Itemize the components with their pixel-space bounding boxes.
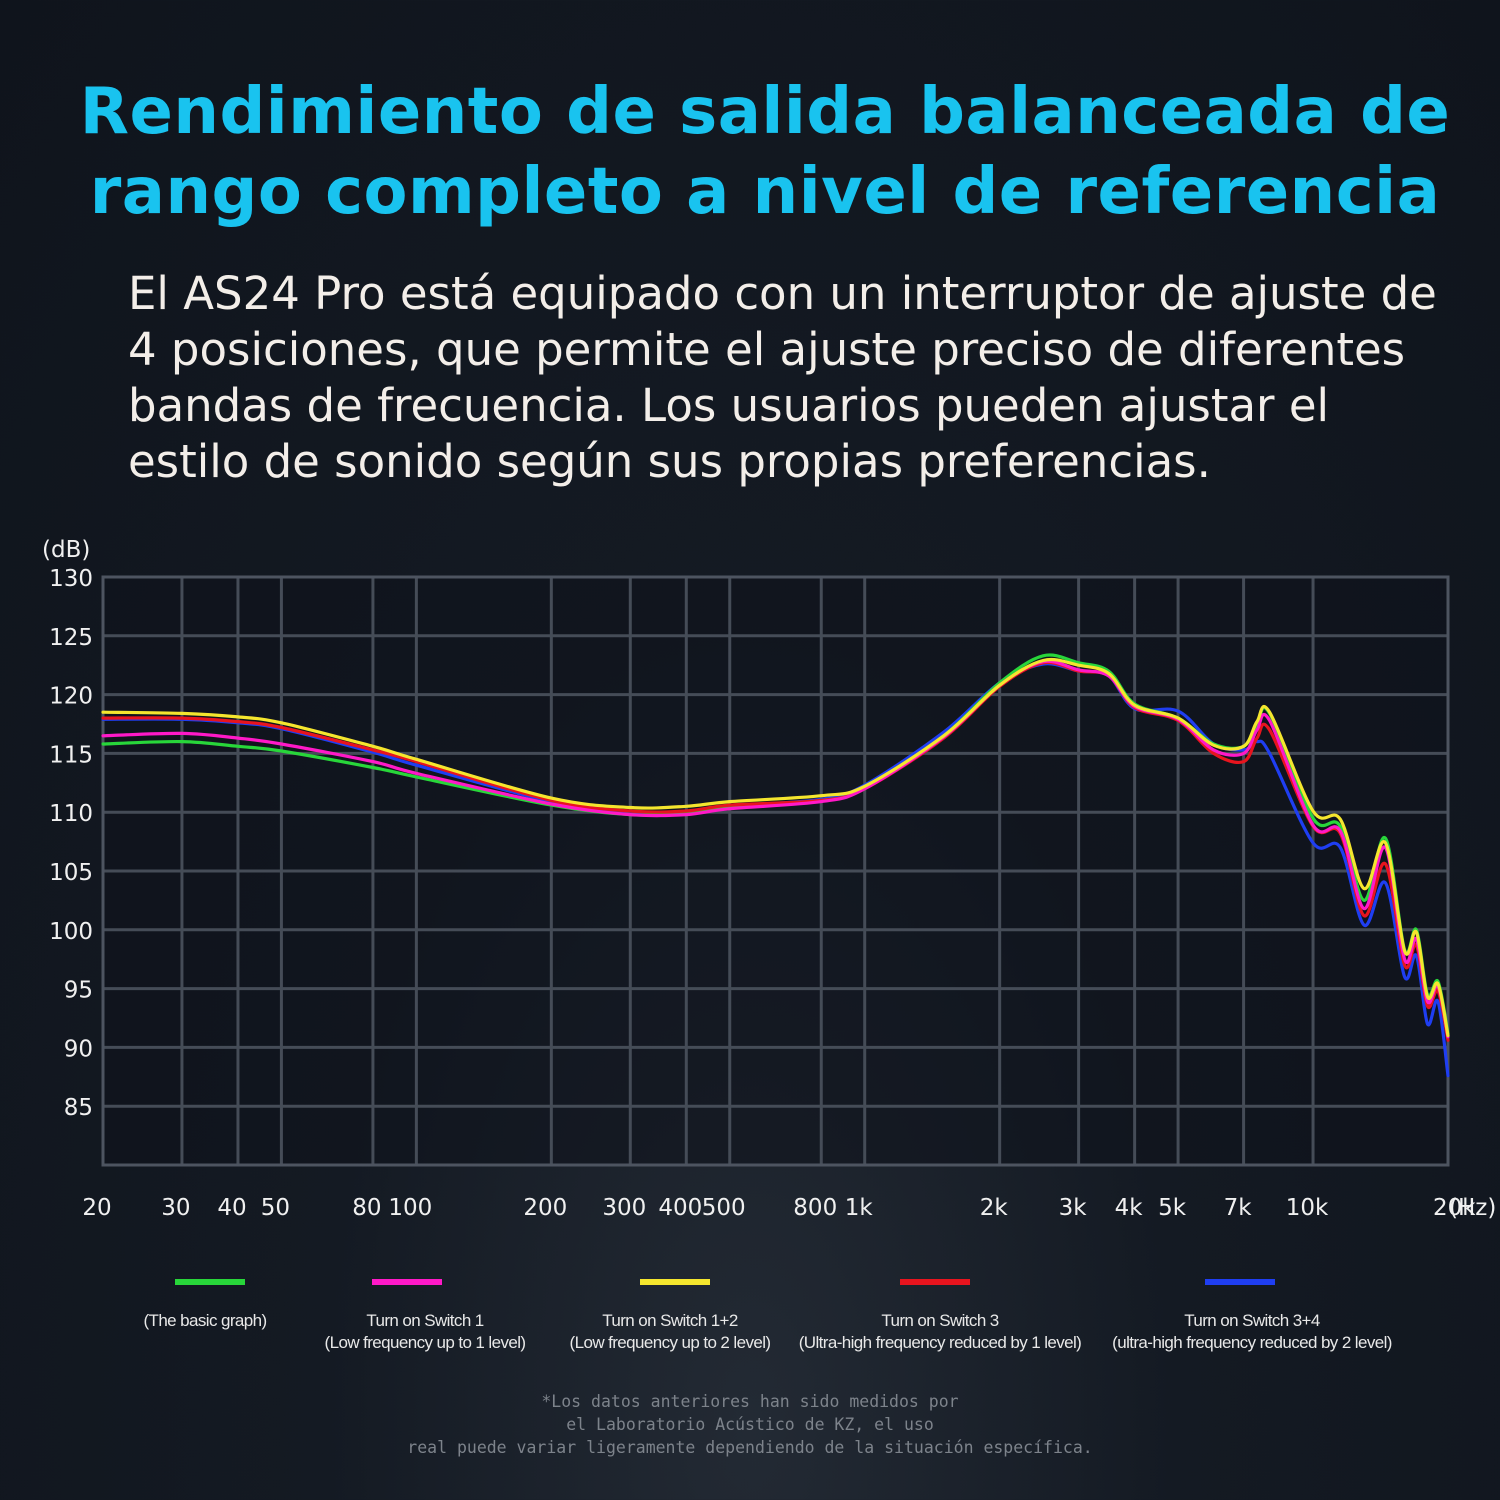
legend-swatch-magenta bbox=[372, 1279, 442, 1285]
description-line-3: bandas de frecuencia. Los usuarios puede… bbox=[128, 379, 1330, 432]
x-tick-label: 5k bbox=[1158, 1195, 1187, 1221]
x-tick-label: 30 bbox=[161, 1195, 190, 1221]
y-tick-label: 85 bbox=[64, 1095, 93, 1121]
description-line-1: El AS24 Pro está equipado con un interru… bbox=[128, 267, 1437, 320]
series-line-switch-1-2 bbox=[101, 657, 1450, 1038]
x-tick-label: 300 bbox=[602, 1195, 646, 1221]
legend-swatch-red bbox=[900, 1279, 970, 1285]
chart-legend: (The basic graph) Turn on Switch 1 (Low … bbox=[0, 1270, 1500, 1370]
y-tick-label: 100 bbox=[49, 919, 93, 945]
x-tick-label: 200 bbox=[523, 1195, 567, 1221]
y-tick-label: 125 bbox=[49, 625, 93, 651]
description-line-4: estilo de sonido según sus propias prefe… bbox=[128, 435, 1211, 488]
x-tick-label: 20 bbox=[82, 1195, 111, 1221]
x-tick-label: 400 bbox=[658, 1195, 702, 1221]
legend-swatch-yellow bbox=[640, 1279, 710, 1285]
series-line-switch-1 bbox=[101, 659, 1450, 1039]
x-tick-label: 20k bbox=[1433, 1195, 1476, 1221]
y-tick-label: 120 bbox=[49, 684, 93, 710]
x-tick-label: 100 bbox=[388, 1195, 432, 1221]
x-tick-label: 800 bbox=[793, 1195, 837, 1221]
y-tick-label: 130 bbox=[49, 566, 93, 592]
title-line-1: Rendimiento de salida balanceada de bbox=[79, 75, 1451, 149]
description-line-2: 4 posiciones, que permite el ajuste prec… bbox=[128, 323, 1406, 376]
y-tick-label: 115 bbox=[49, 742, 93, 768]
legend-label: Turn on Switch 1 bbox=[366, 1311, 484, 1330]
legend-label: Turn on Switch 3 bbox=[881, 1311, 999, 1330]
x-tick-label: 3k bbox=[1059, 1195, 1088, 1221]
title-line-2: rango completo a nivel de referencia bbox=[89, 155, 1441, 229]
legend-label: Turn on Switch 1+2 bbox=[602, 1311, 738, 1330]
x-tick-label: 4k bbox=[1115, 1195, 1144, 1221]
x-tick-label: 1k bbox=[845, 1195, 874, 1221]
legend-sublabel: (Ultra-high frequency reduced by 1 level… bbox=[798, 1333, 1082, 1352]
frequency-response-chart: 130 125 120 115 110 105 100 95 90 85 (dB) 20 30 40 50 8… bbox=[42, 537, 1496, 1221]
footnote-line-1: *Los datos anteriores han sido medidos p… bbox=[541, 1392, 959, 1411]
x-tick-label: 50 bbox=[261, 1195, 290, 1221]
legend-sublabel: (Low frequency up to 2 level) bbox=[569, 1333, 771, 1352]
y-axis-label: (dB) bbox=[42, 537, 90, 563]
y-tick-label: 105 bbox=[49, 860, 93, 886]
y-tick-label: 90 bbox=[64, 1036, 93, 1062]
footnote-line-2: el Laboratorio Acústico de KZ, el uso bbox=[566, 1415, 934, 1434]
x-tick-label: 80 bbox=[352, 1195, 381, 1221]
legend-label: (The basic graph) bbox=[143, 1311, 267, 1330]
legend-sublabel: (ultra-high frequency reduced by 2 level… bbox=[1112, 1333, 1392, 1352]
y-tick-label: 110 bbox=[49, 801, 93, 827]
legend-label: Turn on Switch 3+4 bbox=[1184, 1311, 1320, 1330]
footnote: *Los datos anteriores han sido medidos p… bbox=[300, 1390, 1200, 1459]
legend-sublabel: (Low frequency up to 1 level) bbox=[324, 1333, 526, 1352]
x-tick-label: 500 bbox=[702, 1195, 746, 1221]
x-axis-unit: (Hz) bbox=[1449, 1195, 1496, 1221]
description: El AS24 Pro está equipado con un interru… bbox=[128, 266, 1500, 490]
y-tick-label: 95 bbox=[64, 978, 93, 1004]
footnote-line-3: real puede variar ligeramente dependiend… bbox=[407, 1438, 1093, 1457]
page-title: Rendimiento de salida balanceada de rang… bbox=[0, 72, 1500, 232]
x-tick-label: 10k bbox=[1286, 1195, 1329, 1221]
x-tick-label: 40 bbox=[217, 1195, 246, 1221]
x-tick-label: 2k bbox=[980, 1195, 1009, 1221]
legend-swatch-blue bbox=[1205, 1279, 1275, 1285]
x-tick-label: 7k bbox=[1224, 1195, 1253, 1221]
series-line-basic bbox=[101, 653, 1450, 1035]
plot-frame bbox=[101, 575, 1450, 1167]
legend-swatch-green bbox=[175, 1279, 245, 1285]
